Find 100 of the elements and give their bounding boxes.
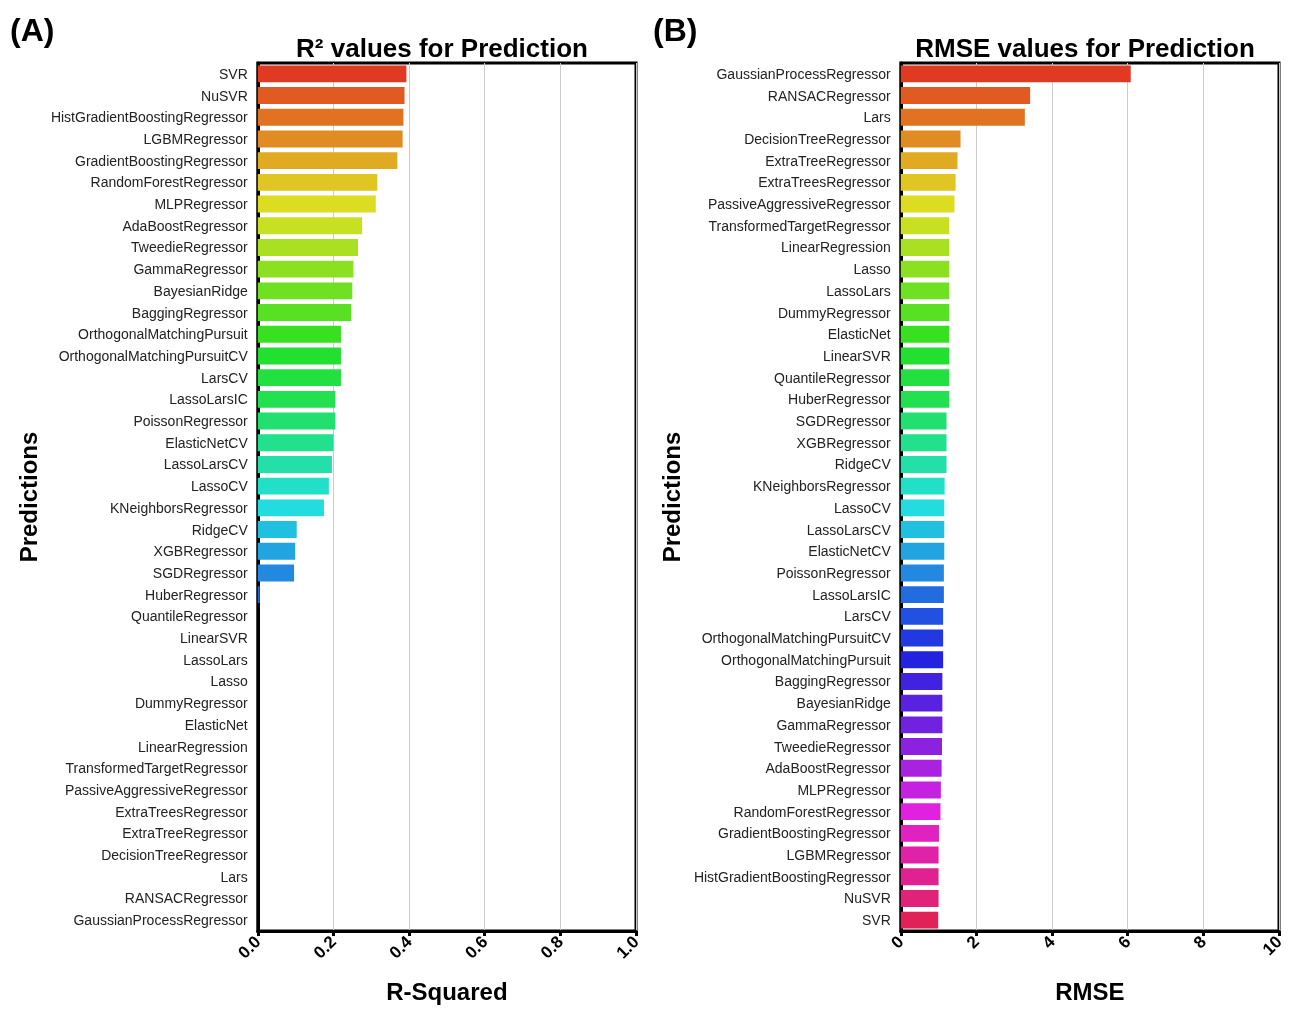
bar [900, 586, 944, 604]
y-tick-label: LassoLars [183, 651, 248, 668]
bar [900, 325, 950, 343]
y-tick-label: LarsCV [844, 608, 892, 625]
y-tick-label: GaussianProcessRegressor [73, 912, 249, 929]
x-tick-label: 0 [887, 932, 908, 953]
y-tick-label: SVR [861, 912, 891, 929]
y-tick-label: DecisionTreeRegressor [744, 130, 892, 147]
bar [900, 564, 944, 582]
y-tick-label: ElasticNetCV [165, 434, 249, 451]
y-tick-label: HuberRegressor [145, 586, 249, 603]
y-tick-label: QuantileRegressor [774, 369, 892, 386]
y-tick-label: ElasticNet [827, 326, 891, 343]
y-tick-label: LGBMRegressor [143, 130, 249, 147]
bar [900, 195, 955, 213]
y-tick-label: Lasso [210, 673, 248, 690]
bar [900, 108, 1025, 126]
bar [900, 738, 942, 756]
y-tick-label: XGBRegressor [796, 434, 892, 451]
y-tick-label: LarsCV [201, 369, 249, 386]
y-tick-label: LassoLarsIC [812, 586, 891, 603]
y-tick-label: TweedieRegressor [774, 738, 892, 755]
y-tick-label: LinearSVR [823, 347, 891, 364]
bar [900, 238, 950, 256]
x-tick-label: 0.4 [385, 931, 417, 963]
bar [900, 455, 947, 473]
y-tick-label: LassoCV [190, 478, 249, 495]
bar [900, 716, 943, 734]
y-tick-label: HistGradientBoostingRegressor [50, 109, 249, 126]
bar [900, 629, 944, 647]
bar [900, 477, 945, 495]
x-tick-label: 0.8 [536, 932, 568, 963]
y-tick-label: PassiveAggressiveRegressor [64, 781, 249, 798]
x-axis-title: RMSE [1055, 977, 1125, 1005]
y-tick-label: Lasso [853, 261, 891, 278]
y-tick-label: GammaRegressor [133, 261, 249, 278]
bar [900, 65, 1131, 83]
y-tick-label: NuSVR [201, 87, 248, 104]
y-tick-label: SGDRegressor [795, 413, 892, 430]
y-tick-label: LGBMRegressor [786, 847, 892, 864]
bar [900, 911, 939, 929]
bar [900, 542, 945, 560]
bar [900, 499, 945, 517]
bar [900, 824, 939, 842]
y-tick-label: TransformedTargetRegressor [708, 217, 892, 234]
bar [900, 846, 939, 864]
y-tick-label: PassiveAggressiveRegressor [707, 196, 892, 213]
x-tick-label: 8 [1189, 932, 1211, 953]
y-tick-label: LinearSVR [180, 630, 248, 647]
bar [900, 521, 945, 539]
y-axis-title: Predictions [657, 431, 685, 563]
bar [900, 672, 943, 690]
text: (A) [10, 12, 55, 48]
bar [900, 434, 947, 452]
bar [900, 173, 956, 191]
bar [900, 889, 939, 907]
y-tick-label: ExtraTreeRegressor [765, 152, 892, 169]
y-tick-label: KNeighborsRegressor [110, 499, 249, 516]
y-tick-label: LassoLarsCV [163, 456, 249, 473]
y-tick-label: LassoLarsCV [806, 521, 892, 538]
x-tick-label: 10 [1258, 932, 1286, 960]
bar [900, 759, 942, 777]
y-tick-label: BaggingRegressor [131, 304, 249, 321]
x-tick-label: 6 [1114, 932, 1135, 953]
y-tick-label: NuSVR [844, 890, 891, 907]
y-tick-label: TransformedTargetRegressor [65, 760, 249, 777]
y-tick-label: ElasticNet [184, 716, 248, 733]
y-tick-label: ExtraTreesRegressor [758, 174, 892, 191]
y-tick-label: ExtraTreeRegressor [122, 825, 249, 842]
y-tick-label: LassoCV [833, 499, 892, 516]
y-tick-label: RandomForestRegressor [733, 803, 892, 820]
chart-title: RMSE values for Prediction [915, 33, 1255, 63]
bar [900, 130, 961, 148]
y-tick-label: LinearRegression [138, 738, 248, 755]
bar [900, 781, 941, 799]
x-tick-label: 2 [963, 932, 984, 953]
y-tick-label: QuantileRegressor [131, 608, 249, 625]
y-tick-label: RidgeCV [191, 521, 249, 538]
y-tick-label: GradientBoostingRegressor [75, 152, 249, 169]
y-tick-label: BaggingRegressor [774, 673, 892, 690]
y-tick-label: OrthogonalMatchingPursuitCV [701, 630, 892, 647]
bar [900, 260, 950, 278]
x-axis-title: R-Squared [386, 977, 508, 1005]
y-tick-label: GradientBoostingRegressor [718, 825, 892, 842]
y-tick-label: XGBRegressor [153, 543, 249, 560]
bar [900, 607, 944, 625]
y-tick-label: OrthogonalMatchingPursuit [721, 651, 891, 668]
y-tick-label: PoissonRegressor [776, 564, 892, 581]
y-tick-label: BayesianRidge [153, 282, 248, 299]
y-tick-label: Lars [863, 109, 891, 126]
y-tick-label: HuberRegressor [788, 391, 892, 408]
bar [900, 390, 950, 408]
y-tick-label: HistGradientBoostingRegressor [693, 868, 892, 885]
bar [900, 152, 958, 170]
y-tick-label: KNeighborsRegressor [753, 478, 892, 495]
y-tick-label: SGDRegressor [152, 564, 249, 581]
y-tick-label: RidgeCV [834, 456, 892, 473]
chart-title: R² values for Prediction [296, 33, 588, 63]
y-tick-label: OrthogonalMatchingPursuitCV [58, 347, 249, 364]
y-tick-label: DummyRegressor [134, 695, 249, 712]
